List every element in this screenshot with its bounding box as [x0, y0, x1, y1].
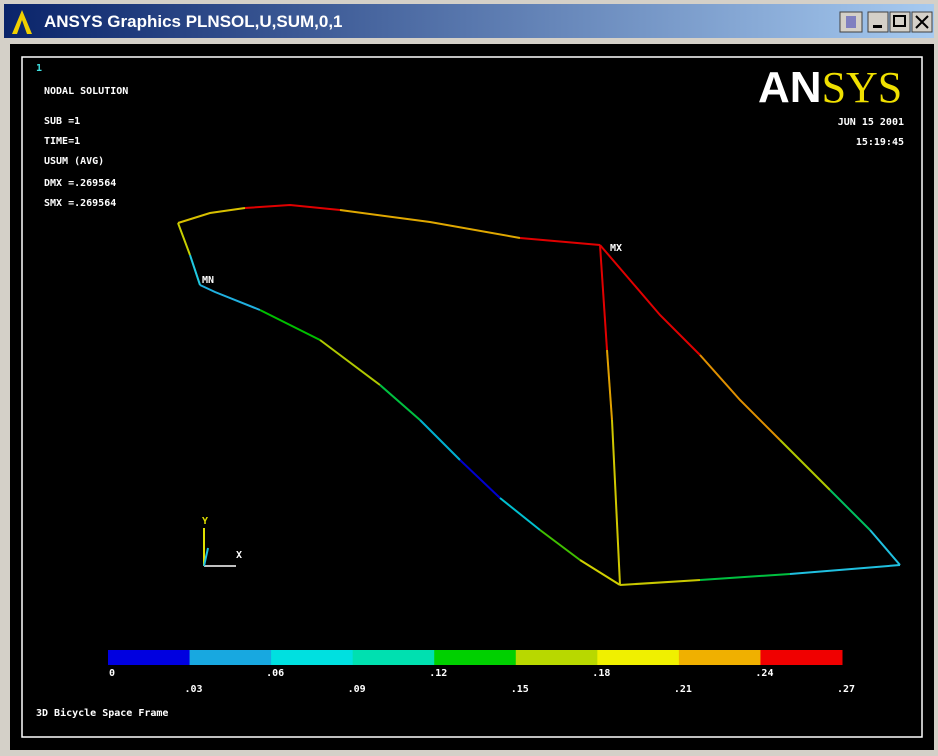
logo-left: AN: [758, 63, 822, 112]
legend: 0 .03 .06 .09 .12 .15 .18 .21 .24 .27: [108, 650, 855, 695]
legend-band: [271, 650, 354, 665]
member: [379, 384, 421, 421]
member: [611, 419, 621, 586]
member: [869, 529, 901, 566]
member: [339, 209, 521, 239]
z-axis: [203, 547, 209, 567]
viewport-border: [21, 56, 923, 738]
member: [319, 339, 381, 386]
member: [779, 439, 831, 491]
close-icon: [915, 15, 929, 29]
window-number: 1: [36, 63, 42, 74]
maximize-icon: [893, 15, 906, 27]
legend-label: 0: [109, 668, 115, 679]
member: [619, 579, 701, 586]
legend-band: [678, 650, 761, 665]
legend-band: [515, 650, 598, 665]
legend-band: [434, 650, 517, 665]
info-line: NODAL SOLUTION: [44, 86, 128, 97]
member: [459, 459, 501, 499]
frame: [177, 203, 901, 586]
legend-label: .03: [185, 684, 203, 695]
legend-label: .27: [837, 684, 855, 695]
app-icon: [12, 10, 32, 34]
member: [519, 237, 601, 246]
legend-band: [597, 650, 680, 665]
member: [699, 573, 791, 581]
member: [829, 489, 871, 531]
window-title: ANSYS Graphics PLNSOL,U,SUM,0,1: [44, 12, 343, 31]
legend-label: .09: [348, 684, 366, 695]
member: [789, 564, 901, 575]
min-label: MN: [202, 275, 214, 286]
member: [606, 349, 613, 421]
legend-band: [760, 650, 843, 665]
info-line: USUM (AVG): [44, 156, 104, 167]
member: [419, 419, 461, 461]
member: [599, 244, 701, 356]
minimize-button[interactable]: [867, 11, 889, 33]
info-block: NODAL SOLUTION SUB =1 TIME=1 USUM (AVG) DMX …: [44, 86, 128, 209]
date: JUN 15 2001: [838, 117, 904, 128]
member: [177, 207, 246, 224]
legend-band: [352, 650, 435, 665]
legend-band: [189, 650, 272, 665]
member: [599, 244, 608, 351]
legend-label: .24: [755, 668, 773, 679]
legend-band: [108, 650, 191, 665]
member: [199, 284, 261, 311]
member: [539, 529, 581, 561]
logo: ANSYS: [758, 63, 902, 112]
member: [699, 354, 781, 441]
member: [579, 559, 621, 586]
legend-label: .18: [592, 668, 610, 679]
caption: 3D Bicycle Space Frame: [36, 707, 168, 719]
info-line: SUB =1: [44, 116, 80, 127]
member: [189, 254, 201, 286]
graphics-area: [10, 44, 934, 750]
member: [244, 203, 341, 211]
legend-label: .21: [674, 684, 692, 695]
member: [259, 309, 321, 341]
minimize-icon: [873, 25, 882, 28]
max-label: MX: [610, 243, 622, 254]
legend-label: .15: [511, 684, 529, 695]
axis-y-label: Y: [202, 516, 208, 527]
legend-label: .12: [429, 668, 447, 679]
member: [499, 497, 541, 531]
info-line: TIME=1: [44, 136, 80, 147]
member: [177, 222, 191, 256]
logo-right: SYS: [822, 63, 903, 112]
title-bar: [4, 4, 934, 38]
legend-label: .06: [266, 668, 284, 679]
axis-triad: Y X: [202, 516, 242, 567]
axis-x-label: X: [236, 550, 242, 561]
info-line: DMX =.269564: [44, 178, 116, 189]
menu-icon: [846, 16, 856, 28]
info-line: SMX =.269564: [44, 198, 116, 209]
time: 15:19:45: [856, 137, 904, 148]
window-buttons[interactable]: [839, 11, 933, 33]
